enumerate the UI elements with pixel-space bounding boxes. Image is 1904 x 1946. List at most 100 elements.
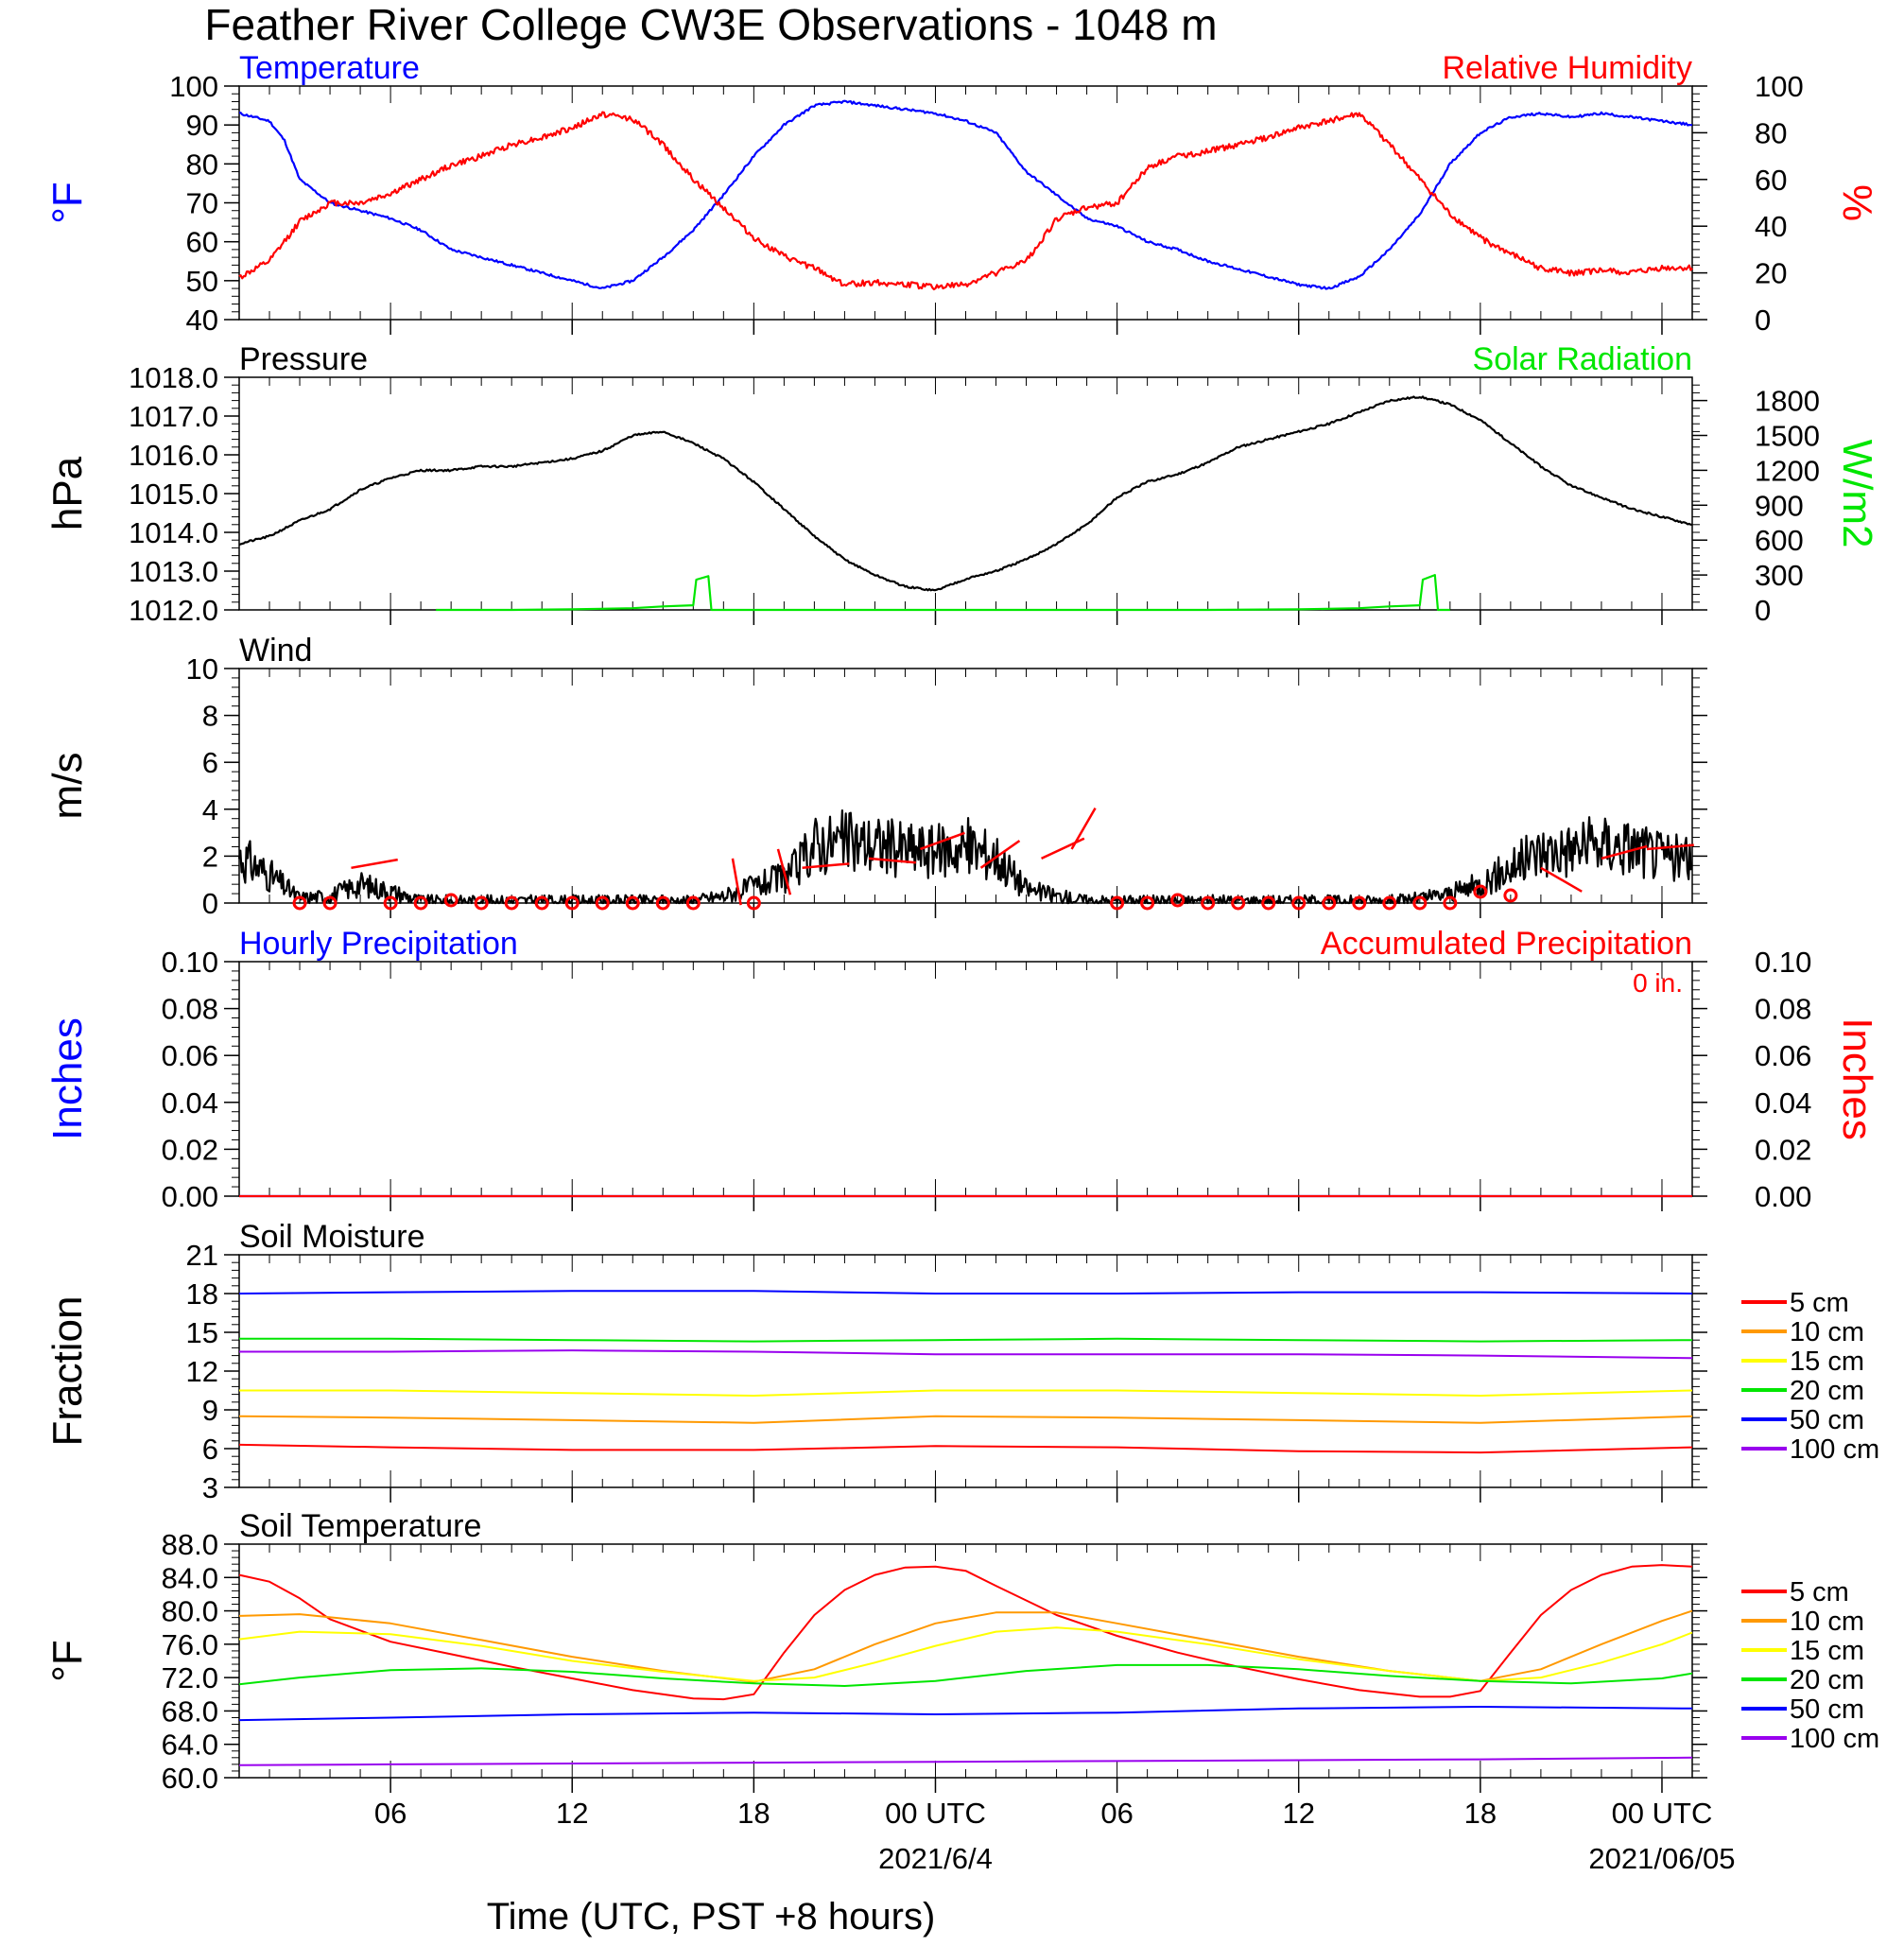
y2-tick-label: 1500	[1755, 420, 1820, 453]
panel-title-left: Wind	[239, 633, 312, 669]
annotation: 0 in.	[1633, 968, 1683, 998]
y-tick-label: 100	[169, 70, 218, 103]
y-tick-label: 15	[186, 1316, 218, 1349]
y2-tick-label: 20	[1755, 257, 1787, 290]
wind-barb	[1540, 866, 1583, 893]
series-line-20-cm	[238, 1663, 1693, 1687]
calm-wind-circle	[413, 895, 428, 911]
x-tick-label: 06	[374, 1797, 407, 1830]
calm-wind-circle	[1231, 895, 1246, 911]
calm-wind-circle	[746, 895, 761, 911]
y-tick-label: 70	[186, 187, 218, 220]
y-tick-label: 0.06	[162, 1039, 218, 1072]
legend-label: 5 cm	[1790, 1288, 1849, 1318]
x-tick-label: 12	[556, 1797, 588, 1830]
y2-tick-label: 0.04	[1755, 1086, 1811, 1120]
y2-tick-label: 0	[1755, 594, 1771, 627]
panel-title-left: Soil Moisture	[239, 1219, 425, 1255]
time-axis: 06 12 18 00 UTC 06 12 18 00 UTC 2021/6/4 2021/06/…	[374, 1797, 1736, 1875]
calm-wind-circle	[1473, 884, 1488, 899]
series-line-5-cm	[238, 1564, 1693, 1701]
legend-label: 20 cm	[1790, 1665, 1864, 1695]
y-tick-label: 40	[186, 304, 218, 337]
wind-barb	[1070, 808, 1097, 850]
y-tick-label: 60	[186, 226, 218, 259]
x-date-label: 2021/06/05	[1588, 1842, 1735, 1875]
y-tick-label: 3	[202, 1471, 218, 1504]
legend-label: 10 cm	[1790, 1607, 1864, 1637]
y2-tick-label: 600	[1755, 524, 1804, 557]
y-tick-label: 0.08	[162, 993, 218, 1026]
series-line-20-cm	[239, 1337, 1693, 1343]
calm-wind-circle	[1322, 895, 1337, 911]
y-tick-label: 8	[202, 700, 218, 733]
calm-wind-circle	[1201, 895, 1216, 911]
legend-label: 15 cm	[1790, 1347, 1864, 1377]
series-line-wind	[237, 809, 1692, 905]
series-line-pressure	[238, 395, 1692, 592]
y-tick-label: 0.10	[162, 946, 218, 979]
calm-wind-circle	[1170, 893, 1186, 908]
legend-label: 50 cm	[1790, 1694, 1864, 1725]
calm-wind-circle	[1503, 888, 1518, 903]
y-tick-label: 64.0	[162, 1729, 218, 1762]
y-tick-label: 4	[202, 793, 218, 826]
wind-barb	[776, 848, 792, 895]
series-line-50-cm	[238, 1706, 1693, 1722]
series-line-10-cm	[238, 1609, 1693, 1683]
calm-wind-circle	[564, 895, 580, 911]
calm-wind-circle	[1140, 895, 1155, 911]
y-axis-label-left: Inches	[44, 1017, 91, 1140]
series-line-15-cm	[239, 1389, 1693, 1397]
figure-title: Feather River College CW3E Observations …	[204, 0, 1217, 49]
y-tick-label: 6	[202, 746, 218, 779]
y2-tick-label: 60	[1755, 164, 1787, 197]
y-tick-label: 2	[202, 840, 218, 873]
y-axis-label-left: °F	[44, 182, 91, 223]
calm-wind-circle	[595, 895, 610, 911]
y2-tick-label: 100	[1755, 70, 1804, 103]
y2-tick-label: 0.08	[1755, 993, 1811, 1026]
panel-title-right: Solar Radiation	[1473, 341, 1692, 377]
y-tick-label: 10	[186, 652, 218, 686]
calm-wind-circle	[655, 895, 670, 911]
y-axis-label-left: °F	[44, 1640, 91, 1681]
y-axis-label-left: Fraction	[44, 1296, 91, 1447]
y-tick-label: 6	[202, 1433, 218, 1466]
y-tick-label: 84.0	[162, 1561, 218, 1594]
x-tick-label: 18	[1464, 1797, 1497, 1830]
y-axis-label-right: W/m2	[1834, 440, 1880, 548]
y2-tick-label: 900	[1755, 489, 1804, 522]
y2-tick-label: 1800	[1755, 385, 1820, 418]
y-tick-label: 60.0	[162, 1762, 218, 1795]
series-line-solar-radiation	[436, 574, 1450, 612]
panel-title-right: Accumulated Precipitation	[1321, 926, 1692, 962]
plot-frame	[238, 1543, 1693, 1779]
wind-barb	[1601, 844, 1648, 860]
plot-frame	[238, 961, 1693, 1197]
calm-wind-circle	[474, 895, 489, 911]
y-tick-label: 18	[186, 1277, 218, 1311]
legend-label: 10 cm	[1790, 1317, 1864, 1347]
x-tick-label: 00 UTC	[885, 1797, 986, 1830]
y-tick-label: 0	[202, 887, 218, 920]
wind-barb	[868, 857, 916, 864]
calm-wind-circle	[504, 895, 519, 911]
y2-tick-label: 80	[1755, 116, 1787, 149]
y-tick-label: 1015.0	[129, 478, 218, 511]
calm-wind-circle	[1412, 895, 1428, 911]
legend-label: 50 cm	[1790, 1405, 1864, 1435]
x-tick-label: 18	[737, 1797, 770, 1830]
panel-title-right: Relative Humidity	[1442, 50, 1692, 86]
wind-barb	[1646, 843, 1694, 851]
y-axis-label-right: %	[1834, 184, 1880, 221]
y-tick-label: 1016.0	[129, 439, 218, 472]
y2-tick-label: 0.02	[1755, 1133, 1811, 1166]
calm-wind-circle	[322, 895, 338, 911]
calm-wind-circle	[1382, 895, 1397, 911]
y2-tick-label: 1200	[1755, 454, 1820, 487]
y-tick-label: 0.02	[162, 1133, 218, 1166]
series-line-5-cm	[238, 1443, 1693, 1454]
